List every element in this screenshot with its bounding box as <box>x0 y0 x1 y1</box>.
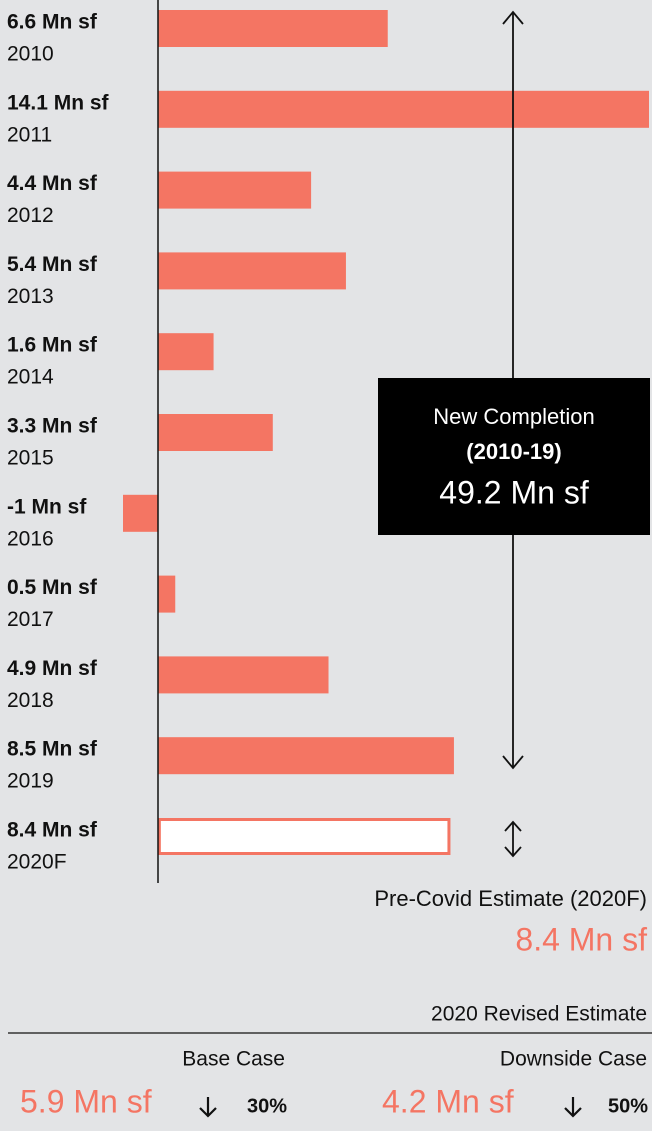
arrow-head <box>504 820 522 832</box>
bar <box>123 494 158 532</box>
case-change: 50% <box>608 1095 648 1117</box>
case-change: 30% <box>247 1095 287 1117</box>
arrow-head <box>502 10 524 25</box>
arrow-head <box>502 755 524 770</box>
bar <box>157 656 329 694</box>
value-label: 8.5 Mn sf <box>7 738 98 761</box>
pre-covid-label: Pre-Covid Estimate (2020F) <box>374 886 647 911</box>
value-label: 3.3 Mn sf <box>7 415 98 438</box>
bar <box>157 737 454 775</box>
value-label: 5.4 Mn sf <box>7 253 98 276</box>
value-label: 6.6 Mn sf <box>7 11 98 34</box>
case-label: Base Case <box>182 1048 285 1071</box>
arrow-head <box>504 846 522 858</box>
case-value: 4.2 Mn sf <box>382 1083 514 1119</box>
category-label: 2018 <box>7 689 54 712</box>
category-label: 2014 <box>7 366 54 389</box>
value-label: 8.4 Mn sf <box>7 819 98 842</box>
category-label: 2012 <box>7 204 54 227</box>
down-arrow <box>199 1097 217 1118</box>
category-label: 2010 <box>7 43 54 66</box>
value-label: -1 Mn sf <box>7 495 87 518</box>
down-arrow <box>564 1097 582 1118</box>
annotation-text: New Completion <box>433 404 594 429</box>
bar <box>157 333 214 371</box>
annotation-text: (2010-19) <box>466 439 561 464</box>
annotation-box <box>378 378 650 535</box>
bar <box>157 90 649 128</box>
bar <box>157 10 388 47</box>
category-label: 2016 <box>7 527 54 550</box>
value-label: 4.9 Mn sf <box>7 657 98 680</box>
value-label: 4.4 Mn sf <box>7 172 98 195</box>
bar <box>157 171 312 209</box>
category-label: 2019 <box>7 770 54 793</box>
category-label: 2020F <box>7 851 67 874</box>
revised-title: 2020 Revised Estimate <box>431 1003 647 1026</box>
annotation-value: 49.2 Mn sf <box>439 474 589 510</box>
category-label: 2015 <box>7 447 54 470</box>
category-label: 2013 <box>7 285 54 308</box>
value-label: 0.5 Mn sf <box>7 576 98 599</box>
bar <box>157 818 451 855</box>
value-label: 14.1 Mn sf <box>7 91 110 114</box>
category-label: 2017 <box>7 608 54 631</box>
bar <box>157 575 176 613</box>
bar <box>157 252 346 290</box>
case-label: Downside Case <box>500 1048 647 1071</box>
pre-covid-value: 8.4 Mn sf <box>515 921 647 957</box>
case-value: 5.9 Mn sf <box>20 1083 152 1119</box>
bar <box>157 414 273 451</box>
category-label: 2011 <box>7 123 52 146</box>
value-label: 1.6 Mn sf <box>7 334 98 357</box>
